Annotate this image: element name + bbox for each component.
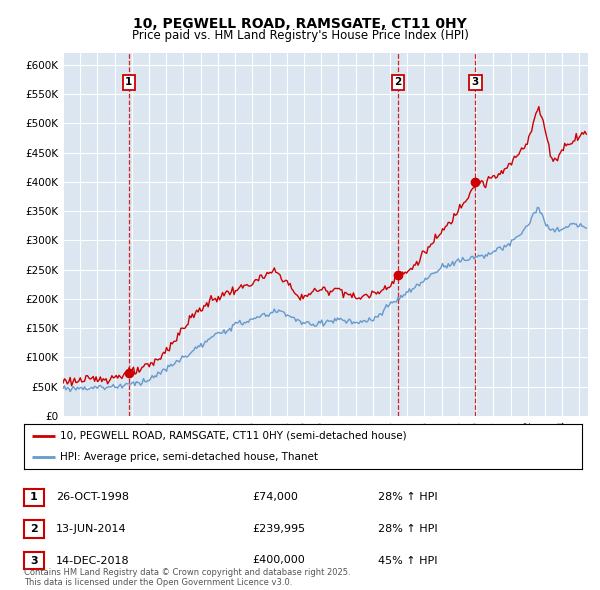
Text: 3: 3 xyxy=(30,556,38,565)
Text: £400,000: £400,000 xyxy=(252,556,305,565)
Text: 28% ↑ HPI: 28% ↑ HPI xyxy=(378,493,437,502)
Text: £74,000: £74,000 xyxy=(252,493,298,502)
Text: 13-JUN-2014: 13-JUN-2014 xyxy=(56,525,127,534)
Text: 2: 2 xyxy=(30,525,38,534)
Text: 26-OCT-1998: 26-OCT-1998 xyxy=(56,493,129,502)
Text: 28% ↑ HPI: 28% ↑ HPI xyxy=(378,525,437,534)
Text: Contains HM Land Registry data © Crown copyright and database right 2025.
This d: Contains HM Land Registry data © Crown c… xyxy=(24,568,350,587)
Text: 14-DEC-2018: 14-DEC-2018 xyxy=(56,556,130,565)
Text: 1: 1 xyxy=(125,77,133,87)
Text: 45% ↑ HPI: 45% ↑ HPI xyxy=(378,556,437,565)
Text: 2: 2 xyxy=(394,77,401,87)
Text: 1: 1 xyxy=(30,493,38,502)
Text: Price paid vs. HM Land Registry's House Price Index (HPI): Price paid vs. HM Land Registry's House … xyxy=(131,30,469,42)
Text: £239,995: £239,995 xyxy=(252,525,305,534)
Text: 10, PEGWELL ROAD, RAMSGATE, CT11 0HY (semi-detached house): 10, PEGWELL ROAD, RAMSGATE, CT11 0HY (se… xyxy=(60,431,407,441)
Text: 3: 3 xyxy=(472,77,479,87)
Text: 10, PEGWELL ROAD, RAMSGATE, CT11 0HY: 10, PEGWELL ROAD, RAMSGATE, CT11 0HY xyxy=(133,17,467,31)
Text: HPI: Average price, semi-detached house, Thanet: HPI: Average price, semi-detached house,… xyxy=(60,452,318,462)
